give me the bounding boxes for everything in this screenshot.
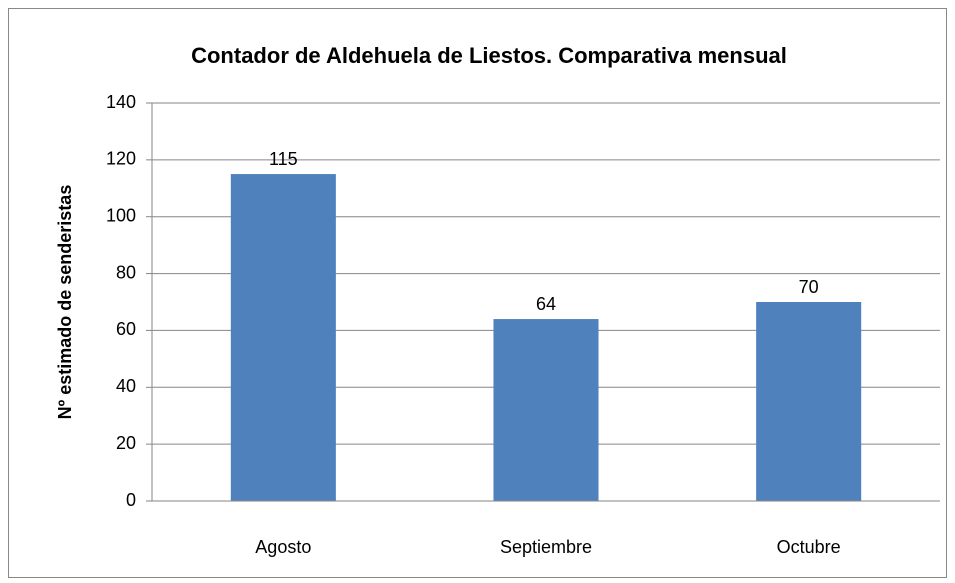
y-tick-label: 100 [106,205,136,225]
y-tick-label: 60 [116,319,136,339]
bar [493,319,599,501]
y-tick-label: 0 [126,490,136,510]
bar [230,174,336,502]
data-label: 64 [536,294,556,314]
x-tick-label: Agosto [255,537,311,557]
y-tick-label: 20 [116,433,136,453]
y-tick-label: 140 [106,92,136,112]
data-label: 115 [269,149,298,169]
data-label: 70 [799,277,819,297]
x-tick-label: Septiembre [500,537,592,557]
bar [756,302,862,501]
chart-title: Contador de Aldehuela de Liestos. Compar… [191,43,787,68]
y-tick-label: 120 [106,149,136,169]
y-tick-label: 80 [116,262,136,282]
x-tick-label: Octubre [777,537,841,557]
y-axis-label: Nº estimado de senderistas [55,185,75,420]
y-tick-label: 40 [116,376,136,396]
